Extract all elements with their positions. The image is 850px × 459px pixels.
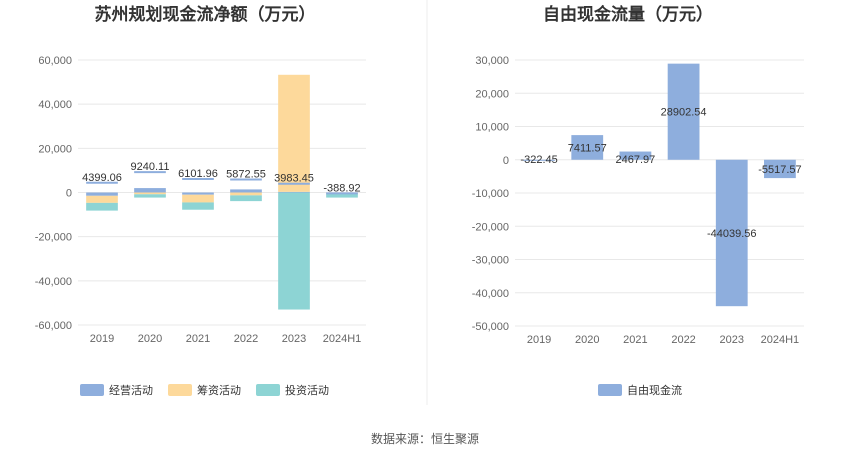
y-tick-label: -20,000 [35, 232, 72, 244]
data-label: 28902.54 [661, 107, 707, 119]
legend-swatch [168, 384, 192, 396]
y-tick-label: 60,000 [38, 55, 72, 67]
left-legend: 经营活动 筹资活动 投资活动 [80, 383, 329, 397]
data-label: -5517.57 [758, 164, 801, 176]
data-label: -322.45 [520, 154, 557, 166]
legend-label: 投资活动 [285, 383, 329, 397]
data-label: 5872.55 [226, 169, 266, 181]
y-tick-label: 10,000 [475, 122, 509, 134]
bar-segment [278, 74, 310, 192]
bar-segment [230, 189, 262, 193]
x-tick-label: 2023 [720, 334, 744, 346]
y-tick-label: -20,000 [472, 221, 509, 233]
x-tick-label: 2024H1 [323, 333, 362, 345]
data-label: -388.92 [323, 182, 360, 194]
data-label: -44039.56 [707, 228, 757, 240]
bar [619, 151, 652, 160]
left-chart-title: 苏州规划现金流净额（万元） [95, 4, 316, 24]
data-label: 2467.97 [616, 154, 656, 166]
x-tick-label: 2023 [282, 333, 306, 345]
y-tick-label: -40,000 [35, 276, 72, 288]
data-label: 7411.57 [568, 142, 607, 154]
data-label: 3983.45 [274, 173, 314, 185]
right-chart-title: 自由现金流量（万元） [543, 4, 713, 24]
y-tick-label: -50,000 [472, 321, 509, 333]
x-tick-label: 2020 [575, 334, 599, 346]
y-tick-label: -10,000 [472, 188, 509, 200]
y-tick-label: 40,000 [38, 99, 72, 111]
legend-label: 筹资活动 [197, 383, 241, 397]
bar-segment [278, 191, 310, 193]
bar [571, 135, 604, 160]
bar [715, 159, 748, 307]
x-tick-label: 2019 [527, 334, 551, 346]
bar-segment [134, 192, 166, 195]
right-chart: 30,000 20,000 10,000 0 -10,000 -20,000 -30,000… [472, 55, 804, 346]
y-tick-label: 30,000 [475, 55, 509, 67]
bar [667, 63, 700, 160]
y-tick-label: 0 [503, 155, 509, 167]
x-tick-label: 2024H1 [761, 334, 800, 346]
data-label: 4399.06 [82, 172, 122, 184]
bar-segment [134, 188, 166, 193]
x-tick-label: 2019 [90, 333, 114, 345]
x-tick-label: 2020 [138, 333, 162, 345]
y-tick-label: -40,000 [472, 288, 509, 300]
bar-segment [134, 194, 166, 198]
bar-segment [326, 193, 358, 198]
bar-segment [230, 192, 262, 196]
bar-segment [86, 192, 118, 196]
legend-swatch [256, 384, 280, 396]
bar-segment [182, 194, 214, 203]
x-tick-label: 2021 [623, 334, 647, 346]
bar-segment [230, 195, 262, 202]
bar [764, 159, 796, 179]
x-tick-label: 2022 [234, 333, 258, 345]
y-tick-label: 20,000 [38, 143, 72, 155]
legend-swatch [80, 384, 104, 396]
x-tick-label: 2022 [671, 334, 695, 346]
legend-swatch [598, 384, 622, 396]
y-tick-label: 0 [66, 188, 72, 200]
legend-label: 经营活动 [109, 383, 153, 397]
bar-segment [182, 202, 214, 210]
source-note: 数据来源：恒生聚源 [371, 431, 479, 446]
bar-segment [182, 192, 214, 195]
y-tick-label: -60,000 [35, 320, 72, 332]
right-legend: 自由现金流 [598, 383, 682, 397]
x-tick-label: 2021 [186, 333, 210, 345]
data-label: 6101.96 [178, 168, 218, 180]
bar-segment [86, 202, 118, 211]
left-chart: 60,000 40,000 20,000 0 -20,000 -40,000 -60,000… [35, 55, 366, 345]
bar [523, 159, 555, 161]
legend-label: 自由现金流 [627, 383, 682, 397]
data-label: 9240.11 [131, 161, 170, 173]
bar-segment [278, 192, 310, 310]
y-tick-label: -30,000 [472, 255, 509, 267]
y-tick-label: 20,000 [475, 88, 509, 100]
bar-segment [86, 195, 118, 203]
